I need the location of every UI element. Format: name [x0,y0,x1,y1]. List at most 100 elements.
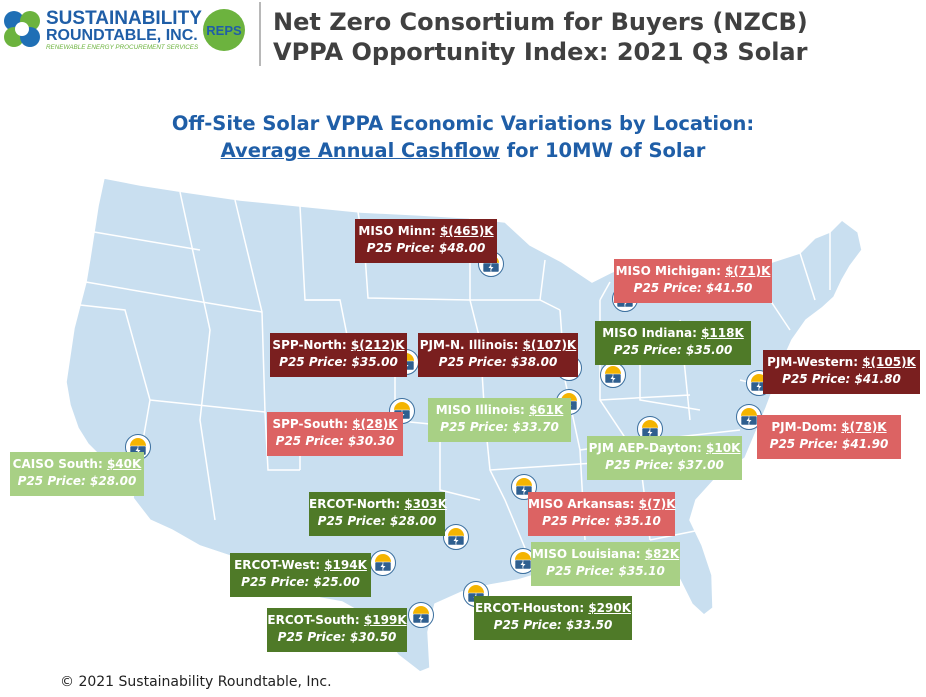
page-title-line2: VPPA Opportunity Index: 2021 Q3 Solar [273,38,808,66]
label-title: MISO Arkansas: $(7)K [528,496,676,513]
p25-price: P25 Price: $37.00 [605,458,724,472]
p25-price: P25 Price: $30.50 [277,630,397,644]
label-ercot-houston[interactable]: ERCOT-Houston: $290K P25 Price: $33.50 [474,596,632,640]
solar-panel-sun-icon[interactable] [510,548,536,574]
solar-panel-sun-icon[interactable] [736,404,762,430]
cashflow-value: $(105)K [862,355,916,369]
label-pjm-aep-dayton[interactable]: PJM AEP-Dayton: $10K P25 Price: $37.00 [587,436,742,480]
label-title: ERCOT-North: $303K [309,496,448,513]
p25-price: P25 Price: $33.50 [493,618,613,632]
location-name: ERCOT-North: [309,497,401,511]
cashflow-value: $303K [404,497,448,511]
location-name: MISO Arkansas: [528,497,635,511]
map-subtitle-rest: for 10MW of Solar [499,139,706,162]
label-pjm-dom[interactable]: PJM-Dom: $(78)K P25 Price: $41.90 [757,415,901,459]
p25-price: P25 Price: $28.00 [317,514,437,528]
label-title: MISO Minn: $(465)K [355,223,497,240]
logo-line1: SUSTAINABILITY [46,8,202,29]
cashflow-value: $61K [528,403,564,417]
solar-panel-sun-icon[interactable] [637,416,663,442]
location-name: PJM AEP-Dayton: [588,441,702,455]
location-name: PJM-Western: [767,355,858,369]
label-title: MISO Louisiana: $82K [531,546,680,563]
cashflow-value: $(212)K [350,338,405,352]
label-ercot-south[interactable]: ERCOT-South: $199K P25 Price: $30.50 [267,608,407,652]
cashflow-value: $194K [324,558,367,572]
logo-swirl-icon [4,11,40,47]
location-name: CAISO South: [12,457,103,471]
label-miso-illinois[interactable]: MISO Illinois: $61K P25 Price: $33.70 [428,398,571,442]
cashflow-value: $(78)K [841,420,887,434]
location-name: SPP-South: [272,417,348,431]
label-title: ERCOT-South: $199K [267,612,407,629]
label-miso-louisiana[interactable]: MISO Louisiana: $82K P25 Price: $35.10 [531,542,680,586]
label-spp-north[interactable]: SPP-North: $(212)K P25 Price: $35.00 [270,333,407,377]
cashflow-value: $40K [106,457,142,471]
p25-price: P25 Price: $41.50 [633,281,753,295]
cashflow-value: $(71)K [725,264,771,278]
solar-panel-sun-icon[interactable] [408,602,434,628]
p25-price: P25 Price: $35.00 [613,343,733,357]
location-name: PJM-N. Illinois: [419,338,519,352]
cashflow-value: $118K [701,326,744,340]
reps-badge-text: REPS [206,23,242,38]
label-ercot-north[interactable]: ERCOT-North: $303K P25 Price: $28.00 [309,492,448,536]
copyright-footer: © 2021 Sustainability Roundtable, Inc. [60,674,332,690]
solar-panel-sun-icon[interactable] [443,524,469,550]
label-spp-south[interactable]: SPP-South: $(28)K P25 Price: $30.30 [267,412,403,456]
reps-badge-icon [203,9,245,51]
label-title: MISO Illinois: $61K [428,402,571,419]
page-title-line1: Net Zero Consortium for Buyers (NZCB) [273,8,808,36]
label-title: PJM-Western: $(105)K [763,354,920,371]
label-miso-indiana[interactable]: MISO Indiana: $118K P25 Price: $35.00 [595,321,751,365]
label-miso-arkansas[interactable]: MISO Arkansas: $(7)K P25 Price: $35.10 [528,492,676,536]
p25-price: P25 Price: $28.00 [17,474,137,488]
p25-price: P25 Price: $41.80 [782,372,901,386]
header-divider [259,2,261,66]
p25-price: P25 Price: $38.00 [438,355,558,369]
company-logo: SUSTAINABILITY ROUNDTABLE, INC. RENEWABL… [4,8,245,51]
location-name: MISO Indiana: [602,326,697,340]
p25-price: P25 Price: $33.70 [440,420,559,434]
label-title: PJM-Dom: $(78)K [757,419,901,436]
location-name: ERCOT-West: [234,558,321,572]
cashflow-value: $82K [644,547,680,561]
p25-price: P25 Price: $35.10 [542,514,661,528]
cashflow-value: $(465)K [439,224,494,238]
cashflow-value: $199K [363,613,407,627]
cashflow-value: $(107)K [522,338,577,352]
p25-price: P25 Price: $25.00 [241,575,360,589]
solar-panel-sun-icon[interactable] [370,550,396,576]
label-title: ERCOT-Houston: $290K [474,600,632,617]
location-name: SPP-North: [272,338,347,352]
label-title: PJM-N. Illinois: $(107)K [418,337,578,354]
logo-line2: ROUNDTABLE, INC. [46,27,198,44]
logo-tagline: RENEWABLE ENERGY PROCUREMENT SERVICES [46,44,199,51]
location-name: MISO Louisiana: [531,547,641,561]
location-name: MISO Minn: [358,224,436,238]
map-subtitle-underlined: Average Annual Cashflow [220,139,500,162]
label-miso-michigan[interactable]: MISO Michigan: $(71)K P25 Price: $41.50 [614,259,772,303]
solar-panel-sun-icon[interactable] [600,362,626,388]
label-title: MISO Indiana: $118K [595,325,751,342]
p25-price: P25 Price: $48.00 [366,241,486,255]
location-name: ERCOT-South: [267,613,360,627]
map-subtitle-line1: Off-Site Solar VPPA Economic Variations … [171,112,755,135]
label-title: SPP-North: $(212)K [270,337,407,354]
label-caiso-south[interactable]: CAISO South: $40K P25 Price: $28.00 [10,452,144,496]
label-title: MISO Michigan: $(71)K [614,263,772,280]
p25-price: P25 Price: $35.00 [279,355,398,369]
label-title: ERCOT-West: $194K [230,557,371,574]
location-name: ERCOT-Houston: [474,601,585,615]
label-title: SPP-South: $(28)K [267,416,403,433]
label-pjm-western[interactable]: PJM-Western: $(105)K P25 Price: $41.80 [763,350,920,394]
label-pjm-n-illinois[interactable]: PJM-N. Illinois: $(107)K P25 Price: $38.… [418,333,578,377]
location-name: MISO Michigan: [615,264,721,278]
label-ercot-west[interactable]: ERCOT-West: $194K P25 Price: $25.00 [230,553,371,597]
cashflow-value: $290K [588,601,632,615]
p25-price: P25 Price: $30.30 [275,434,395,448]
cashflow-value: $(28)K [352,417,398,431]
label-miso-minn[interactable]: MISO Minn: $(465)K P25 Price: $48.00 [355,219,497,263]
location-name: MISO Illinois: [435,403,525,417]
p25-price: P25 Price: $41.90 [769,437,889,451]
